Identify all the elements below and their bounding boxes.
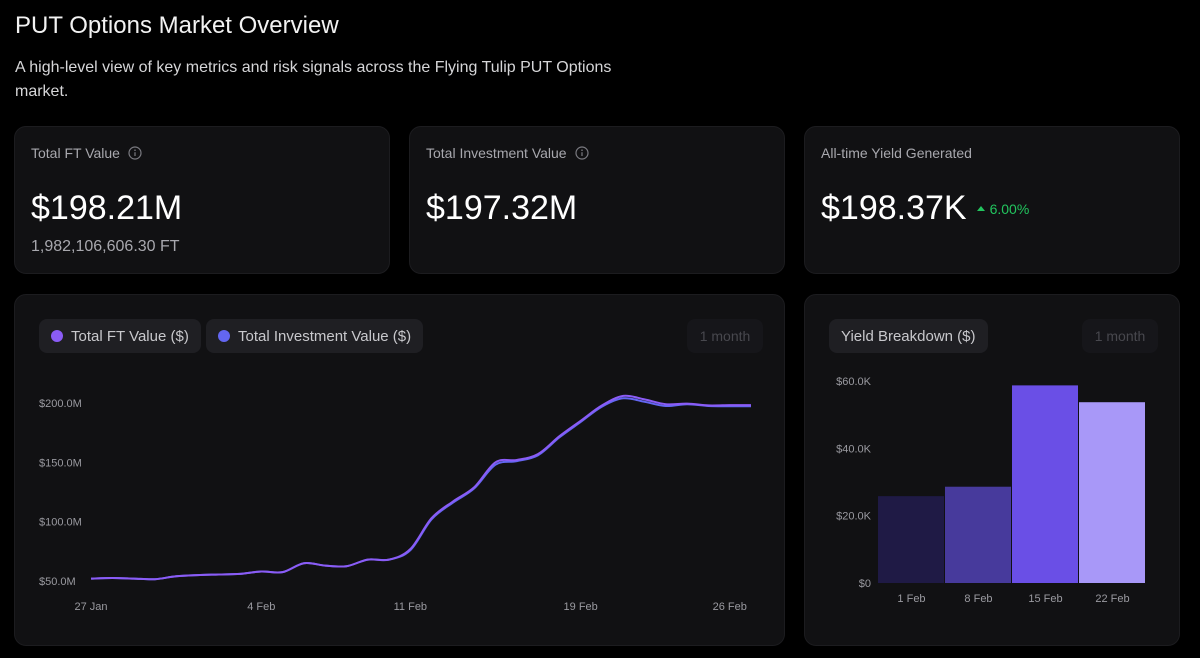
y-tick-label: $100.0M — [39, 517, 82, 529]
bar[interactable] — [878, 496, 944, 583]
series-line-total-ft[interactable] — [90, 394, 751, 581]
info-icon[interactable] — [128, 146, 142, 160]
x-tick-label: 1 Feb — [897, 593, 925, 605]
line-chart-card: Total FT Value ($) Total Investment Valu… — [14, 294, 785, 646]
x-tick-label: 27 Jan — [74, 601, 107, 613]
legend-label-total-investment: Total Investment Value ($) — [238, 327, 412, 345]
stat-value-row: $198.37K 6.00% — [821, 189, 1029, 228]
legend-item-total-ft[interactable]: Total FT Value ($) — [39, 319, 201, 353]
yield-change-value: 6.00% — [989, 200, 1030, 217]
legend-dot-total-investment — [218, 330, 230, 342]
stat-label-total-investment: Total Investment Value — [426, 145, 567, 161]
stat-card-total-ft: Total FT Value $198.21M 1,982,106,606.30… — [14, 126, 390, 274]
page-title: PUT Options Market Overview — [15, 12, 339, 39]
y-tick-label: $60.0K — [836, 376, 872, 388]
stat-sub-total-ft: 1,982,106,606.30 FT — [31, 238, 180, 255]
y-tick-label: $200.0M — [39, 398, 82, 410]
legend-dot-total-ft — [51, 330, 63, 342]
bar-chart-title: Yield Breakdown ($) — [829, 319, 988, 353]
series-line-total-investment[interactable] — [90, 397, 751, 581]
x-tick-label: 8 Feb — [964, 593, 992, 605]
bar[interactable] — [1079, 402, 1145, 583]
y-tick-label: $40.0K — [836, 443, 872, 455]
y-tick-label: $50.0M — [39, 576, 76, 588]
x-tick-label: 26 Feb — [713, 601, 747, 613]
legend-item-total-investment[interactable]: Total Investment Value ($) — [206, 319, 424, 353]
yield-change: 6.00% — [976, 200, 1030, 217]
x-tick-label: 19 Feb — [564, 601, 598, 613]
stat-value-total-investment: $197.32M — [426, 189, 578, 227]
stat-label-row: All-time Yield Generated — [821, 145, 972, 161]
stat-label-yield: All-time Yield Generated — [821, 145, 972, 161]
stat-value-yield: $198.37K — [821, 189, 967, 227]
y-tick-label: $0 — [859, 578, 871, 590]
bar-chart-range-button[interactable]: 1 month — [1082, 319, 1158, 353]
x-tick-label: 11 Feb — [394, 601, 427, 613]
y-tick-label: $20.0K — [836, 511, 872, 523]
stat-card-yield: All-time Yield Generated $198.37K 6.00% — [804, 126, 1180, 274]
info-icon[interactable] — [575, 146, 589, 160]
stat-label-row: Total FT Value — [31, 145, 142, 161]
stat-label-total-ft: Total FT Value — [31, 145, 120, 161]
stat-value-total-ft: $198.21M — [31, 189, 183, 227]
bar[interactable] — [1012, 385, 1078, 583]
bar-chart-card: Yield Breakdown ($) 1 month $0 $20.0K $40.… — [804, 294, 1180, 646]
x-tick-label: 22 Feb — [1095, 593, 1129, 605]
page-subtitle: A high-level view of key metrics and ris… — [15, 59, 612, 100]
line-chart-range-button[interactable]: 1 month — [687, 319, 763, 353]
x-tick-label: 15 Feb — [1028, 593, 1062, 605]
y-tick-label: $150.0M — [39, 457, 82, 469]
stat-card-total-investment: Total Investment Value $197.32M — [409, 126, 785, 274]
x-tick-label: 4 Feb — [247, 601, 275, 613]
legend-label-total-ft: Total FT Value ($) — [71, 327, 189, 345]
stat-label-row: Total Investment Value — [426, 145, 589, 161]
triangle-up-icon — [976, 206, 985, 211]
bar[interactable] — [945, 486, 1011, 583]
